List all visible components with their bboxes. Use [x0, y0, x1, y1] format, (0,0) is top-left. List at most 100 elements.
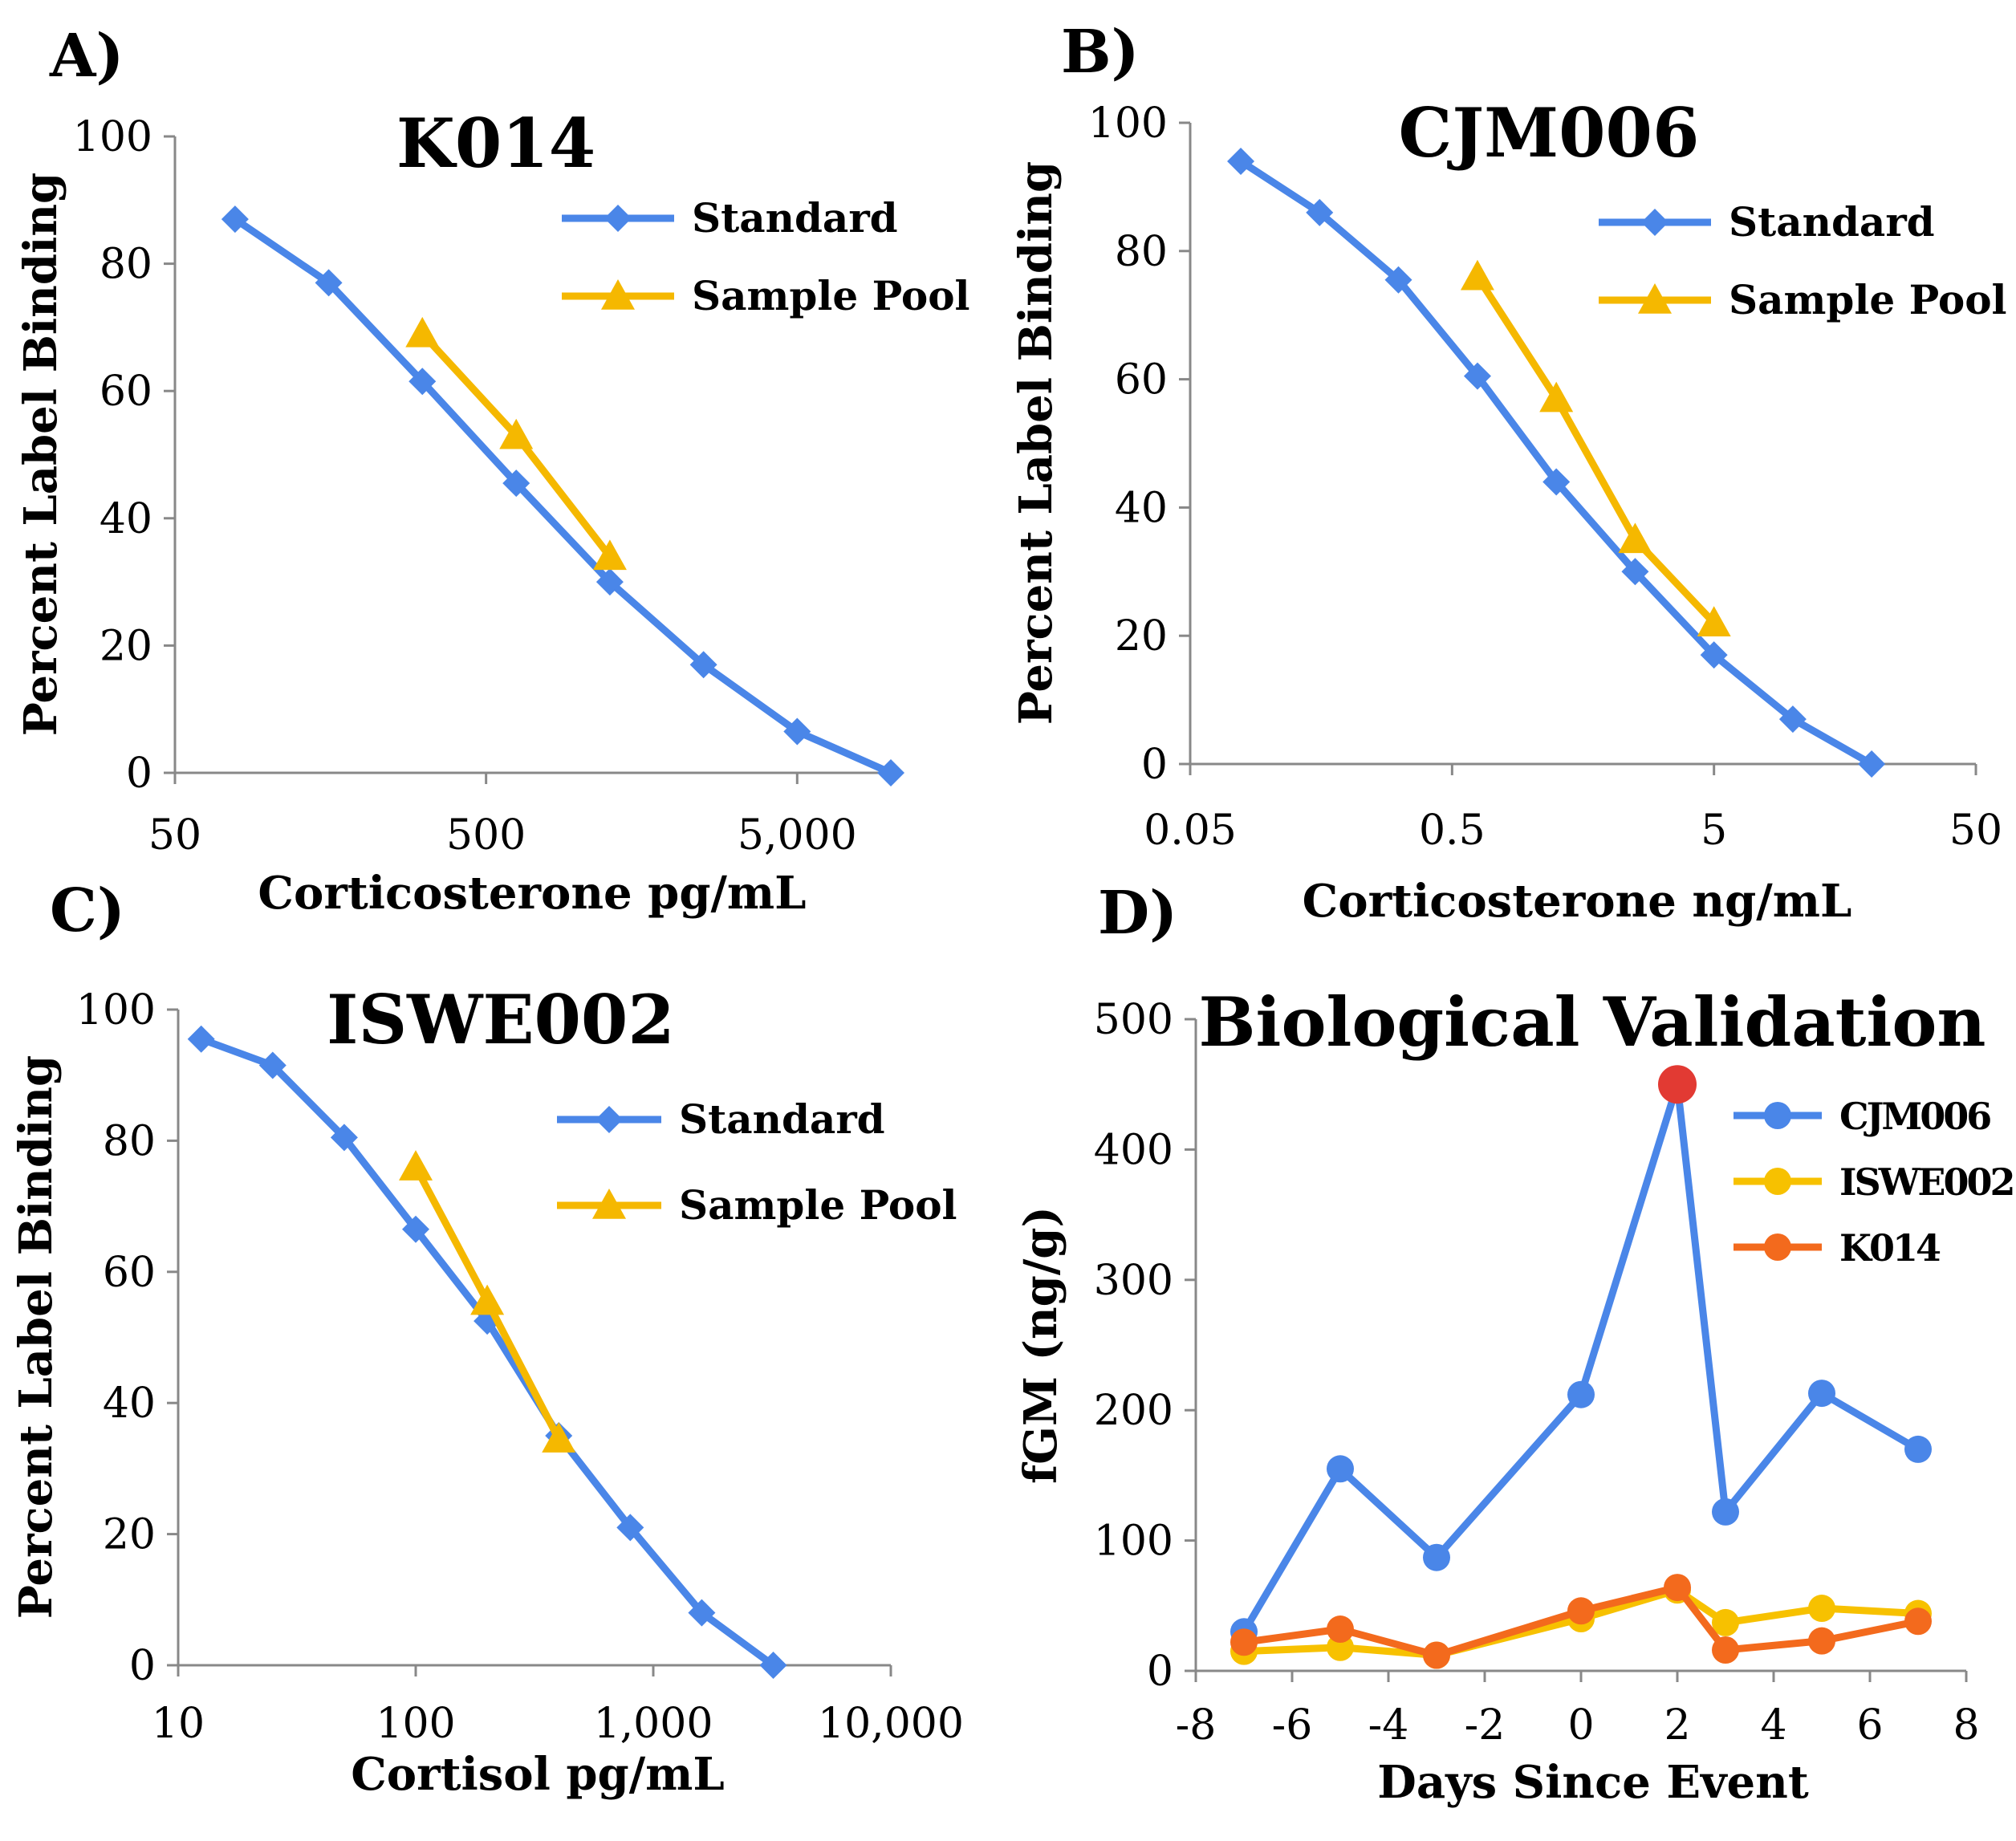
data-point-sample-pool [1460, 259, 1494, 291]
data-point-standard [315, 269, 343, 297]
y-tick-label: 500 [1094, 996, 1173, 1044]
y-tick-label: 40 [103, 1380, 156, 1428]
data-point-standard [1227, 147, 1255, 175]
legend: Standard Sample Pool [562, 194, 970, 319]
data-point-standard [877, 759, 904, 786]
y-tick-label: 60 [1115, 356, 1168, 404]
data-point-standard [1306, 198, 1334, 226]
data-point-sample-pool [499, 418, 534, 449]
legend: CJM006 ISWE002 K014 [1734, 1095, 2015, 1270]
data-point-standard [1621, 558, 1649, 586]
highlight-point [1658, 1065, 1697, 1104]
data-point-sample-pool [1618, 522, 1652, 554]
data-point-standard [783, 717, 811, 746]
y-tick-label: 20 [100, 622, 152, 670]
data-point-standard [1542, 468, 1571, 496]
series-cjm006 [1230, 1065, 1932, 1646]
y-tick-label: 100 [73, 113, 152, 161]
y-axis-title: fGM (ng/g) [1014, 1206, 1067, 1484]
data-point-k014 [1327, 1615, 1354, 1644]
y-tick-label: 60 [100, 368, 152, 416]
x-tick-label: 500 [446, 811, 526, 860]
legend-marker [1638, 283, 1672, 314]
y-tick-label: 0 [126, 750, 152, 798]
y-tick-label: 60 [103, 1249, 156, 1297]
chart-title: ISWE002 [327, 980, 675, 1059]
y-tick-label: 100 [1088, 100, 1168, 148]
y-tick-label: 20 [103, 1511, 156, 1559]
data-point-cjm006 [1904, 1435, 1932, 1463]
series-standard [221, 205, 904, 786]
data-point-standard [330, 1124, 358, 1152]
legend-marker [1641, 209, 1668, 236]
y-tick-label: 40 [1115, 484, 1168, 532]
x-tick-label: 4 [1760, 1701, 1786, 1750]
legend-label: ISWE002 [1839, 1160, 2013, 1204]
x-tick-label: -6 [1272, 1701, 1313, 1750]
x-tick-label: -8 [1176, 1701, 1217, 1750]
series-line-iswe002 [1243, 1586, 1919, 1660]
series-line-standard [233, 216, 892, 777]
x-axis-title: Days Since Event [1377, 1756, 1809, 1809]
data-point-cjm006 [1423, 1543, 1450, 1571]
legend-label: K014 [1839, 1226, 1941, 1270]
x-tick-label: 10,000 [818, 1700, 964, 1748]
data-point-cjm006 [1327, 1455, 1354, 1483]
legend-marker [592, 1189, 626, 1219]
x-tick-label: 0.5 [1419, 807, 1486, 855]
data-point-sample-pool [1697, 606, 1731, 637]
legend-label: CJM006 [1839, 1095, 1990, 1138]
legend-marker [1764, 1233, 1791, 1261]
data-point-sample-pool [542, 1422, 576, 1453]
panel-d-biological-validation: 0 100 200 300 400 500 -8 -6 -4 -2 0 2 4 6 8 D) Biologica… [1014, 879, 2015, 1809]
legend: Standard Sample Pool [1599, 198, 2007, 323]
legend-marker [604, 205, 632, 232]
x-tick-label: 6 [1856, 1701, 1883, 1750]
legend-label: Sample Pool [679, 1181, 957, 1229]
legend-label: Standard [692, 194, 898, 242]
x-tick-label: 100 [376, 1700, 455, 1748]
data-point-standard [1463, 362, 1491, 390]
data-point-iswe002 [1808, 1595, 1835, 1623]
y-tick-label: 20 [1115, 612, 1168, 660]
chart-title: K014 [396, 104, 595, 183]
data-point-k014 [1808, 1627, 1835, 1655]
data-point-standard [688, 1599, 716, 1627]
x-tick-label: 0.05 [1144, 807, 1237, 855]
chart-title: CJM006 [1399, 93, 1700, 173]
data-point-standard [221, 205, 249, 234]
y-tick-label: 80 [103, 1117, 156, 1165]
data-point-standard [402, 1215, 429, 1243]
data-point-iswe002 [1712, 1608, 1739, 1636]
panel-c-iswe002: 0 20 40 60 80 100 10 100 1,000 10,000 C) ISWE002 Cor… [10, 876, 964, 1801]
legend-marker [1764, 1168, 1791, 1195]
data-point-cjm006 [1712, 1498, 1739, 1526]
series-sample-pool [1460, 259, 1731, 637]
legend-marker [601, 279, 635, 310]
x-tick-label: -4 [1368, 1701, 1409, 1750]
y-tick-label: 100 [1094, 1518, 1173, 1566]
y-tick-label: 80 [100, 241, 152, 289]
y-tick-label: 300 [1094, 1257, 1173, 1305]
panel-label: A) [49, 22, 124, 91]
x-tick-label: 1,000 [594, 1700, 713, 1748]
data-point-k014 [1712, 1636, 1739, 1664]
series-sample-pool [399, 1150, 576, 1453]
data-point-standard [595, 568, 624, 596]
x-tick-label: 50 [1949, 807, 2002, 855]
legend-label: Standard [679, 1095, 885, 1143]
series-line-sample-pool [1474, 274, 1717, 626]
legend: Standard Sample Pool [557, 1095, 957, 1229]
data-point-sample-pool [592, 539, 627, 571]
panel-label: D) [1098, 879, 1177, 948]
data-point-standard [502, 469, 530, 498]
chart-title: Biological Validation [1199, 982, 1986, 1062]
x-tick-label: 8 [1953, 1701, 1979, 1750]
data-point-sample-pool [405, 316, 440, 347]
y-tick-label: 100 [76, 986, 156, 1034]
y-tick-label: 40 [100, 495, 152, 543]
data-point-standard [258, 1051, 287, 1079]
x-tick-label: 5 [1701, 807, 1727, 855]
data-point-k014 [1904, 1607, 1932, 1636]
y-tick-label: 400 [1094, 1126, 1173, 1174]
